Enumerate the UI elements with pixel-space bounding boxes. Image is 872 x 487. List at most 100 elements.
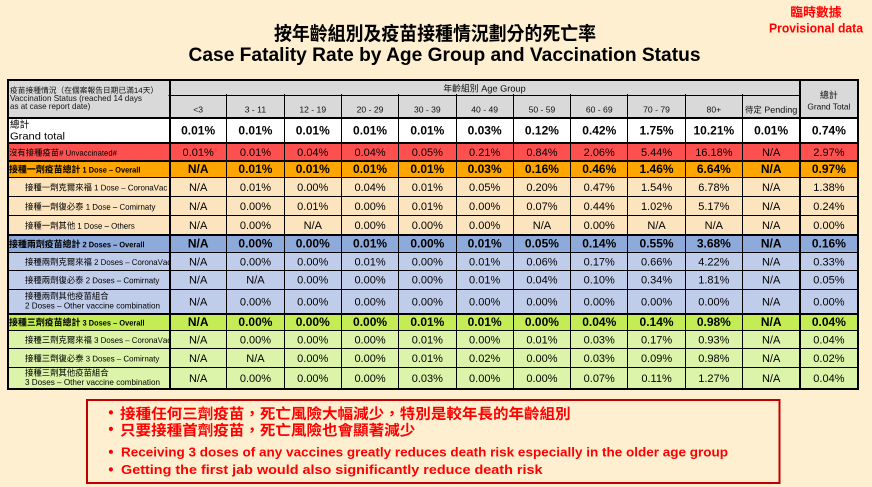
svg-text:3 - 11: 3 - 11 [245,105,267,115]
svg-text:0.00%: 0.00% [297,353,328,365]
svg-text:0.04%: 0.04% [297,147,328,159]
svg-text:N/A: N/A [189,256,208,268]
svg-text:0.00%: 0.00% [354,353,385,365]
svg-text:0.01%: 0.01% [468,315,502,329]
svg-text:0.04%: 0.04% [582,315,616,329]
svg-text:0.00%: 0.00% [813,296,844,308]
svg-text:0.03%: 0.03% [584,353,615,365]
svg-text:0.00%: 0.00% [297,296,328,308]
svg-text:0.00%: 0.00% [238,237,272,251]
svg-text:5.17%: 5.17% [698,201,729,213]
svg-text:N/A: N/A [246,353,265,365]
svg-text:N/A: N/A [189,296,208,308]
svg-text:0.55%: 0.55% [640,237,674,251]
svg-text:0.01%: 0.01% [469,275,500,287]
svg-text:N/A: N/A [246,275,265,287]
svg-text:0.01%: 0.01% [468,237,502,251]
svg-text:0.01%: 0.01% [412,201,443,213]
svg-text:0.09%: 0.09% [641,353,672,365]
svg-text:2.06%: 2.06% [584,147,615,159]
svg-text:0.47%: 0.47% [584,182,615,194]
svg-text:1.27%: 1.27% [698,373,729,385]
svg-text:0.01%: 0.01% [238,162,272,176]
svg-text:0.00%: 0.00% [240,256,271,268]
svg-text:50 - 59: 50 - 59 [529,105,556,115]
svg-text:0.00%: 0.00% [469,201,500,213]
svg-text:0.00%: 0.00% [354,201,385,213]
svg-text:N/A: N/A [189,275,208,287]
svg-text:0.04%: 0.04% [354,147,385,159]
svg-text:0.00%: 0.00% [813,220,844,232]
svg-text:0.00%: 0.00% [354,373,385,385]
svg-text:0.00%: 0.00% [526,296,557,308]
svg-text:N/A: N/A [189,182,208,194]
svg-text:Provisional data: Provisional data [769,20,864,35]
svg-text:0.00%: 0.00% [238,315,272,329]
svg-text:0.12%: 0.12% [525,124,559,138]
svg-text:0.01%: 0.01% [353,124,387,138]
svg-text:0.00%: 0.00% [698,296,729,308]
svg-text:0.01%: 0.01% [353,162,387,176]
svg-text:1.54%: 1.54% [641,182,672,194]
svg-text:0.00%: 0.00% [469,334,500,346]
svg-text:0.93%: 0.93% [698,334,729,346]
svg-text:6.78%: 6.78% [698,182,729,194]
svg-text:0.00%: 0.00% [526,373,557,385]
svg-text:0.00%: 0.00% [469,220,500,232]
svg-text:0.00%: 0.00% [584,296,615,308]
svg-text:N/A: N/A [762,182,781,194]
svg-text:0.98%: 0.98% [698,353,729,365]
svg-text:0.04%: 0.04% [813,334,844,346]
svg-text:1.38%: 1.38% [813,182,844,194]
svg-text:0.01%: 0.01% [469,256,500,268]
svg-text:80+: 80+ [707,105,722,115]
svg-text:6.64%: 6.64% [697,162,731,176]
svg-text:5.44%: 5.44% [641,147,672,159]
svg-text:0.16%: 0.16% [812,237,846,251]
svg-text:3 Doses – Other vaccine combin: 3 Doses – Other vaccine combination [25,378,160,387]
svg-text:N/A: N/A [188,162,209,176]
svg-text:0.00%: 0.00% [297,373,328,385]
svg-text:2.97%: 2.97% [813,147,844,159]
svg-text:N/A: N/A [189,334,208,346]
svg-text:0.00%: 0.00% [412,220,443,232]
svg-text:0.01%: 0.01% [354,256,385,268]
svg-text:0.01%: 0.01% [754,124,788,138]
svg-text:N/A: N/A [304,220,323,232]
svg-text:N/A: N/A [189,201,208,213]
svg-text:0.01%: 0.01% [412,182,443,194]
svg-text:0.00%: 0.00% [354,275,385,287]
svg-text:0.01%: 0.01% [238,124,272,138]
svg-text:0.01%: 0.01% [410,162,444,176]
svg-text:0.00%: 0.00% [240,296,271,308]
svg-text:Grand total: Grand total [10,131,65,142]
svg-text:0.06%: 0.06% [526,256,557,268]
svg-text:0.00%: 0.00% [354,334,385,346]
svg-text:N/A: N/A [189,373,208,385]
svg-text:N/A: N/A [762,296,781,308]
svg-text:0.03%: 0.03% [584,334,615,346]
svg-text:N/A: N/A [647,220,666,232]
svg-text:0.01%: 0.01% [410,315,444,329]
svg-text:0.00%: 0.00% [469,296,500,308]
svg-text:N/A: N/A [762,334,781,346]
svg-text:N/A: N/A [189,353,208,365]
svg-text:0.14%: 0.14% [640,315,674,329]
svg-text:N/A: N/A [762,373,781,385]
svg-text:as at case report date): as at case report date) [10,101,91,111]
svg-text:40 - 49: 40 - 49 [471,105,498,115]
svg-text:N/A: N/A [762,353,781,365]
svg-text:0.01%: 0.01% [412,334,443,346]
svg-text:N/A: N/A [188,237,209,251]
svg-text:N/A: N/A [762,256,781,268]
svg-text:1.02%: 1.02% [641,201,672,213]
svg-text:0.00%: 0.00% [296,237,330,251]
svg-text:1.46%: 1.46% [640,162,674,176]
svg-text:0.01%: 0.01% [296,162,330,176]
svg-text:0.00%: 0.00% [412,296,443,308]
svg-text:0.00%: 0.00% [469,373,500,385]
svg-text:0.01%: 0.01% [296,124,330,138]
svg-text:0.44%: 0.44% [584,201,615,213]
svg-text:N/A: N/A [188,315,209,329]
svg-text:0.00%: 0.00% [412,256,443,268]
